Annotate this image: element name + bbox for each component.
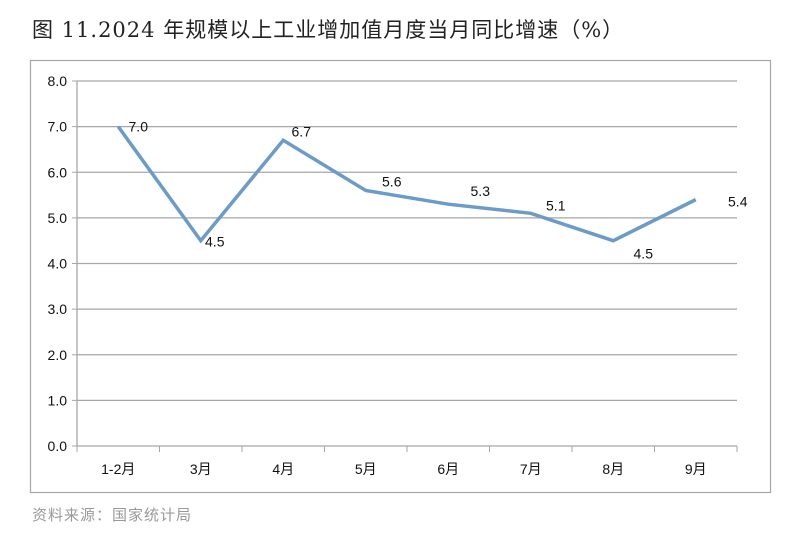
y-tick-label: 5.0 xyxy=(48,210,68,226)
y-tick-label: 1.0 xyxy=(48,392,68,408)
data-label: 5.4 xyxy=(728,194,748,210)
x-tick-label: 5月 xyxy=(355,461,377,477)
data-label: 7.0 xyxy=(129,119,149,135)
x-tick-label: 6月 xyxy=(437,461,459,477)
x-tick-label: 4月 xyxy=(272,461,294,477)
y-tick-label: 7.0 xyxy=(48,119,68,135)
chart-frame xyxy=(29,59,772,494)
x-tick-label: 8月 xyxy=(602,461,624,477)
y-tick-label: 8.0 xyxy=(48,73,68,89)
x-tick-label: 1-2月 xyxy=(101,461,135,477)
data-label: 5.3 xyxy=(471,183,491,199)
y-tick-label: 2.0 xyxy=(48,347,68,363)
x-tick-label: 3月 xyxy=(190,461,212,477)
y-tick-label: 6.0 xyxy=(48,164,68,180)
data-label: 5.6 xyxy=(382,174,402,190)
x-tick-label: 9月 xyxy=(685,461,707,477)
data-label: 4.5 xyxy=(634,246,654,262)
y-tick-label: 4.0 xyxy=(48,256,68,272)
data-label: 5.1 xyxy=(546,197,566,213)
chart-title: 图 11.2024 年规模以上工业增加值月度当月同比增速（%） xyxy=(32,18,625,42)
series-line xyxy=(116,125,697,244)
y-tick-label: 0.0 xyxy=(48,438,68,454)
x-tick-label: 7月 xyxy=(520,461,542,477)
data-label: 6.7 xyxy=(292,123,312,139)
y-tick-label: 3.0 xyxy=(48,301,68,317)
data-label: 4.5 xyxy=(205,234,225,250)
source-note: 资料来源：国家统计局 xyxy=(32,506,193,524)
